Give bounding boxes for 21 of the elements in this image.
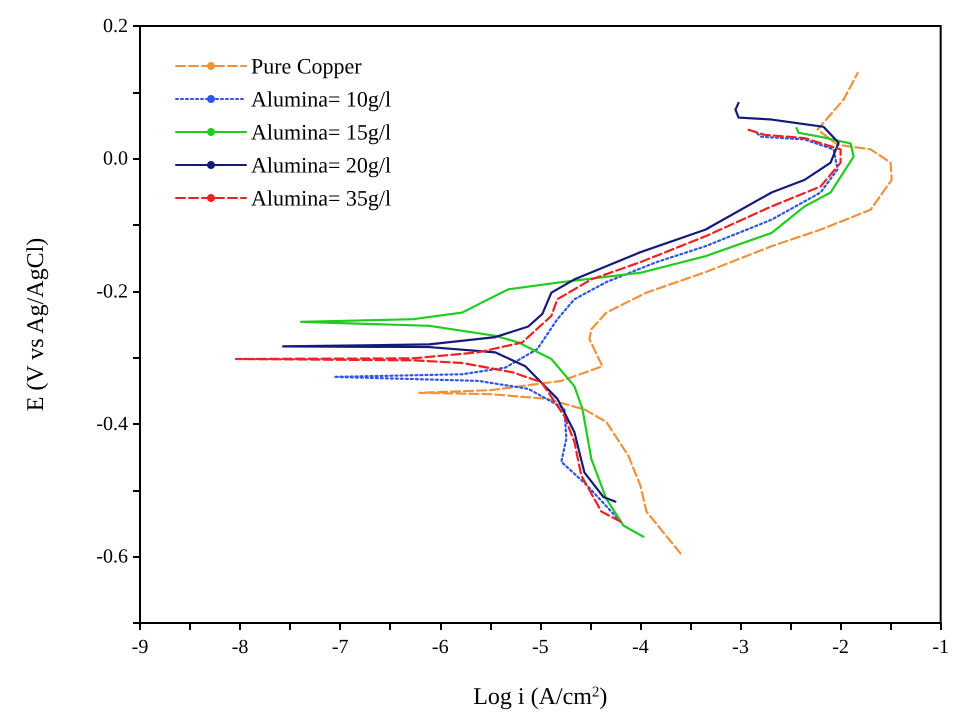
y-tick-label: -0.2 xyxy=(96,280,128,302)
legend-label: Alumina= 20g/l xyxy=(251,152,392,178)
y-tick-label: 0.2 xyxy=(103,15,128,37)
y-axis-title: E (V vs Ag/AgCl) xyxy=(23,238,49,412)
x-tick-label: -1 xyxy=(932,636,950,658)
x-tick-label: -6 xyxy=(432,636,449,658)
x-tick-label: -7 xyxy=(332,636,349,658)
x-tick-label: -5 xyxy=(532,636,549,658)
legend-label: Alumina= 15g/l xyxy=(251,120,392,144)
y-tick-label: -0.6 xyxy=(96,546,128,568)
y-tick-label: 0.0 xyxy=(103,148,128,170)
line-series xyxy=(418,72,893,554)
x-tick-label: -2 xyxy=(832,636,849,658)
x-tick-label: -8 xyxy=(232,636,248,658)
x-tick-label: -9 xyxy=(132,636,148,658)
legend-label: Pure Copper xyxy=(251,54,362,78)
legend-label: Alumina= 10g/l xyxy=(251,86,392,112)
x-tick-label: -4 xyxy=(632,636,649,658)
legend-label: Alumina= 35g/l xyxy=(251,186,392,210)
x-tick-label: -3 xyxy=(732,636,749,658)
y-tick-label: -0.4 xyxy=(96,413,128,435)
